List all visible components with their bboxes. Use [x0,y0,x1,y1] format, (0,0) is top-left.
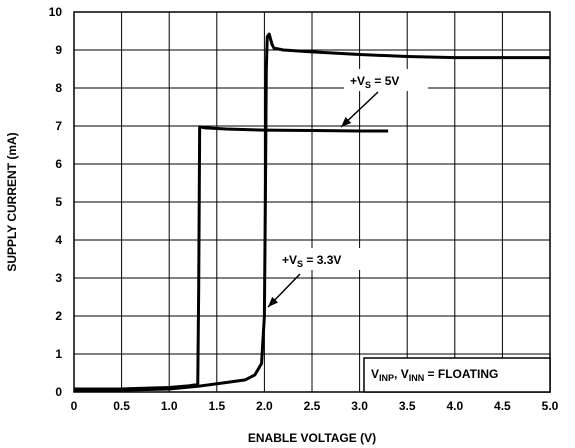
arrow-3v3-head [268,296,279,307]
y-tick-label: 9 [55,43,62,57]
plot-frame [73,11,551,393]
condition-label: VINP, VINN = FLOATING [371,367,498,383]
y-tick-label: 7 [55,119,62,133]
label-5v: +VS = 5V [350,74,399,90]
y-tick-label: 3 [55,271,62,285]
x-tick-label: 3.5 [399,399,416,413]
y-tick-label: 8 [55,81,62,95]
x-tick-label: 0.5 [113,399,130,413]
y-tick-label: 2 [55,309,62,323]
y-axis-label: SUPPLY CURRENT (mA) [5,132,19,271]
y-tick-label: 5 [55,195,62,209]
y-tick-labels: 0 1 2 3 4 5 6 7 8 9 10 [49,5,63,399]
annotations: +VS = 5V +VS = 3.3V VINP, VINN = FLOATING [267,69,551,393]
x-tick-label: 0 [71,399,78,413]
y-tick-label: 1 [55,347,62,361]
label-5v-background [344,69,428,91]
y-tick-label: 4 [55,233,62,247]
y-tick-label: 10 [49,5,63,19]
x-tick-label: 3.0 [351,399,368,413]
series-lines [74,32,550,392]
label-3v3-background [278,248,368,270]
x-tick-label: 4.0 [446,399,463,413]
series-line-5v [74,125,389,391]
series-line-3v3 [74,32,550,392]
x-tick-label: 2.5 [304,399,321,413]
x-tick-label: 1.0 [161,399,178,413]
x-tick-label: 5.0 [542,399,559,413]
x-tick-label: 2.0 [256,399,273,413]
x-tick-label: 4.5 [494,399,511,413]
x-tick-labels: 0 0.5 1.0 1.5 2.0 2.5 3.0 3.5 4.0 4.5 5.0 [71,399,559,413]
label-3v3: +VS = 3.3V [282,253,341,269]
x-tick-label: 1.5 [208,399,225,413]
x-axis-label: ENABLE VOLTAGE (V) [248,431,376,445]
y-tick-label: 6 [55,157,62,171]
arrow-5v-head [341,117,352,127]
condition-box [363,357,551,393]
grid [73,11,551,393]
y-tick-label: 0 [55,385,62,399]
